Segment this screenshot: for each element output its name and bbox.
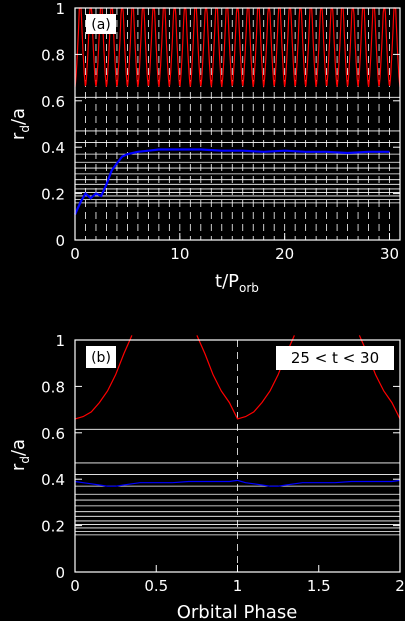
panel-a-ylabel: rd/a: [8, 108, 32, 140]
panel-a-xtick-label: 10: [170, 245, 189, 263]
panel-b-ytick-label: 0.8: [41, 378, 65, 396]
panel-a-xtick-label: 30: [380, 245, 399, 263]
panel-a-series-blue: [73, 148, 390, 215]
panel-b-xtick-label: 0: [70, 577, 80, 595]
panel-a-ytick-label: 0.6: [41, 93, 65, 111]
panel-b-ytick-label: 0.2: [41, 518, 65, 536]
panel-b-ylabel: rd/a: [8, 439, 32, 471]
panel-b-annotation-text: 25 < t < 30: [291, 349, 379, 367]
panel-a-xtick-label: 20: [275, 245, 294, 263]
panel-a-xtick-label: 0: [70, 245, 80, 263]
panel-b-xtick-label: 1: [233, 577, 243, 595]
panel-b-ytick-label: 0.6: [41, 425, 65, 443]
panel-b-ytick-label: 0: [55, 564, 65, 582]
panel-b-ytick-label: 0.4: [41, 471, 65, 489]
panel-a-label: (a): [86, 14, 116, 34]
panel-a-ytick-label: 1: [55, 0, 65, 18]
panel-a-xlabel: t/Porb: [215, 271, 259, 295]
panel-b-annotation: 25 < t < 30: [276, 346, 394, 370]
panel-b-series-blue: [74, 479, 401, 487]
panel-a-label-text: (a): [91, 17, 111, 33]
panel-b-xtick-label: 0.5: [144, 577, 168, 595]
panel-a-ytick-label: 0.8: [41, 46, 65, 64]
panel-b-ytick-label: 1: [55, 332, 65, 350]
panel-a-frame: [74, 7, 401, 241]
panel-b-xtick-label: 2: [395, 577, 405, 595]
panel-b-label-text: (b): [91, 350, 111, 366]
panel-a: 00.20.40.60.810 10 20 30 (a) rd/a t/Porb: [8, 0, 401, 295]
panel-a-ytick-label: 0: [55, 232, 65, 250]
panel-b: 00.20.40.60.810 0.5 1 1.5 2 (b) 25 < t < 30 …: [8, 332, 405, 621]
panel-b-xtick-label: 1.5: [307, 577, 331, 595]
panel-b-label: (b): [86, 346, 116, 368]
panel-a-ytick-label: 0.4: [41, 139, 65, 157]
panel-b-xlabel: Orbital Phase: [177, 602, 298, 621]
panel-a-ytick-label: 0.2: [41, 186, 65, 204]
